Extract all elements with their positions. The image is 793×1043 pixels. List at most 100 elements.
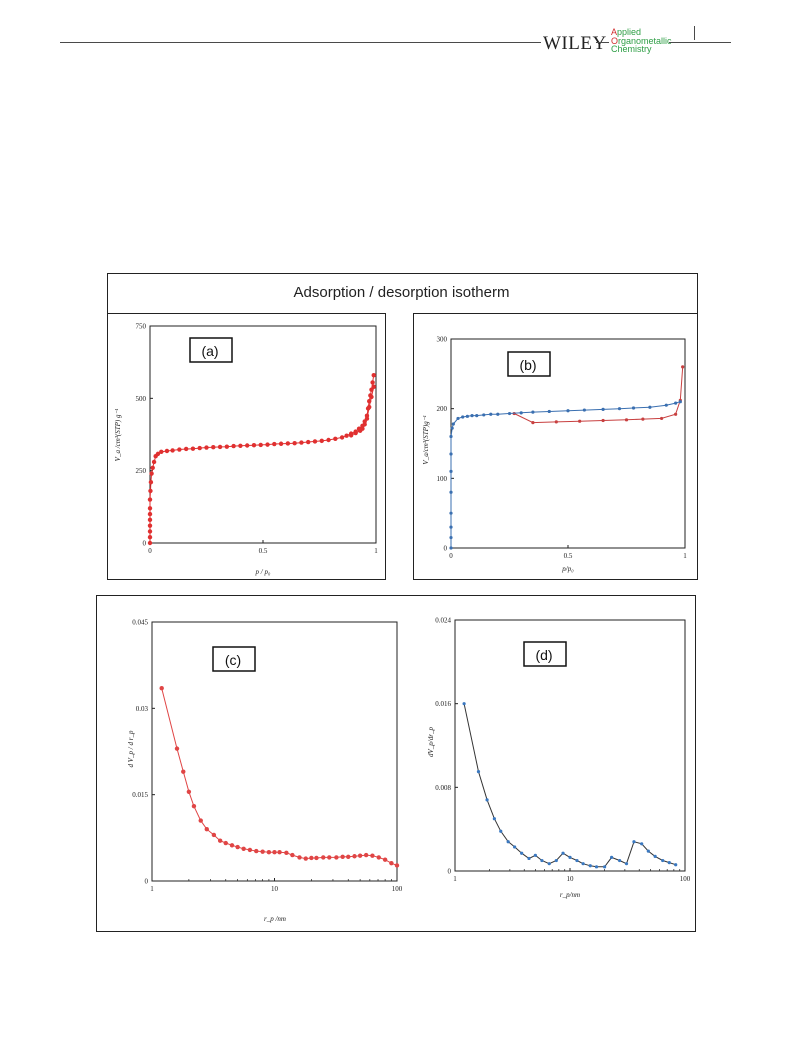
data-point-d xyxy=(561,851,565,855)
data-point-d xyxy=(661,858,665,863)
data-point-d xyxy=(640,842,644,846)
data-point-a xyxy=(147,497,153,502)
data-point-a xyxy=(371,384,376,389)
x-axis-label-a: p / p₀ xyxy=(255,568,271,576)
data-point-b xyxy=(601,407,605,411)
x-tick-label-c: 100 xyxy=(392,885,403,893)
x-tick-label-d: 10 xyxy=(567,875,575,883)
data-point-b xyxy=(449,434,453,439)
y-tick-label-c: 0 xyxy=(145,878,149,886)
panel-label-a: (a) xyxy=(201,343,218,359)
data-point-b xyxy=(470,414,474,418)
data-point-a xyxy=(265,442,270,447)
plot-area-d xyxy=(454,619,686,872)
y-tick-label-a: 500 xyxy=(136,395,147,403)
y-tick-label-b: 0 xyxy=(444,545,448,553)
data-point-c xyxy=(186,789,192,794)
data-point-c xyxy=(272,850,277,855)
data-point-d xyxy=(492,817,496,821)
panel-label-b: (b) xyxy=(519,357,536,373)
data-point-c xyxy=(277,850,282,855)
data-point-c xyxy=(290,852,295,858)
data-point-a xyxy=(159,449,164,455)
data-point-a xyxy=(319,438,324,444)
data-point-b xyxy=(449,469,453,473)
data-point-b xyxy=(674,412,678,416)
data-point-d xyxy=(533,853,537,857)
x-tick-label-d: 100 xyxy=(680,875,691,883)
data-point-c xyxy=(340,854,345,860)
data-point-a xyxy=(147,523,153,528)
x-tick-label-a: 0.5 xyxy=(259,547,268,555)
data-point-d xyxy=(499,829,503,833)
data-point-b xyxy=(624,418,629,422)
data-point-b xyxy=(660,416,664,421)
data-point-c xyxy=(181,769,186,774)
data-point-c xyxy=(235,844,240,850)
data-point-c xyxy=(198,818,203,823)
figure-title: Adsorption / desorption isotherm xyxy=(293,284,510,301)
x-tick-label-b: 1 xyxy=(683,552,687,560)
data-point-c xyxy=(357,853,363,858)
data-point-d xyxy=(476,770,481,774)
data-point-d xyxy=(618,858,622,863)
data-point-c xyxy=(204,827,209,832)
data-point-d xyxy=(506,840,510,844)
data-point-b xyxy=(449,525,453,529)
data-point-a xyxy=(170,448,175,453)
y-axis-label-c: d V_p / d r_p xyxy=(127,730,135,767)
data-point-a xyxy=(147,517,153,523)
data-point-c xyxy=(297,855,302,860)
data-point-d xyxy=(624,862,629,866)
data-point-a xyxy=(164,448,170,454)
data-point-a xyxy=(367,404,372,410)
series-line-c-0 xyxy=(161,688,398,866)
data-point-d xyxy=(513,845,517,849)
data-point-d xyxy=(462,702,466,706)
data-point-b xyxy=(631,406,636,410)
data-point-b xyxy=(641,417,645,421)
data-point-b xyxy=(507,411,512,416)
data-point-a xyxy=(231,443,236,449)
panel-frame-b xyxy=(413,313,698,580)
y-axis-label-b: V_a/cm³(STP)g⁻¹ xyxy=(422,415,430,464)
data-point-a xyxy=(197,445,202,451)
x-axis-label-d: r_p/nm xyxy=(560,891,580,899)
data-point-a xyxy=(299,440,304,445)
journal-line-3: Chemistry xyxy=(611,44,652,54)
data-point-a xyxy=(369,394,374,400)
data-point-b xyxy=(566,409,570,413)
y-tick-label-d: 0.016 xyxy=(435,700,451,708)
data-point-a xyxy=(353,430,358,436)
data-point-a xyxy=(278,441,284,446)
data-point-a xyxy=(251,443,257,448)
journal-name: Applied Organometallic Chemistry xyxy=(611,28,672,54)
data-point-c xyxy=(352,854,357,859)
data-point-c xyxy=(241,846,246,851)
data-point-c xyxy=(314,855,319,861)
x-tick-label-a: 1 xyxy=(374,547,378,555)
header-rule-left xyxy=(60,42,541,43)
data-point-b xyxy=(601,418,605,423)
data-point-d xyxy=(547,862,551,866)
y-tick-label-a: 750 xyxy=(136,323,147,331)
panel-label-c: (c) xyxy=(225,652,241,668)
data-point-d xyxy=(520,851,524,855)
panel-label-box-c xyxy=(212,646,256,672)
data-point-a xyxy=(285,441,291,446)
data-point-b xyxy=(664,403,668,407)
data-point-b xyxy=(449,490,453,494)
data-point-a xyxy=(362,422,367,427)
data-point-b xyxy=(531,421,535,425)
data-point-b xyxy=(449,535,453,540)
data-point-c xyxy=(260,849,265,854)
data-point-a xyxy=(204,445,209,450)
data-point-a xyxy=(147,506,153,511)
data-point-d xyxy=(554,858,558,863)
data-point-b xyxy=(531,410,535,414)
data-point-b xyxy=(489,412,493,416)
series-line-b-1 xyxy=(450,401,681,548)
data-point-a xyxy=(147,511,153,517)
publisher-logo: WILEY xyxy=(543,33,607,54)
plot-area-a xyxy=(149,325,377,544)
